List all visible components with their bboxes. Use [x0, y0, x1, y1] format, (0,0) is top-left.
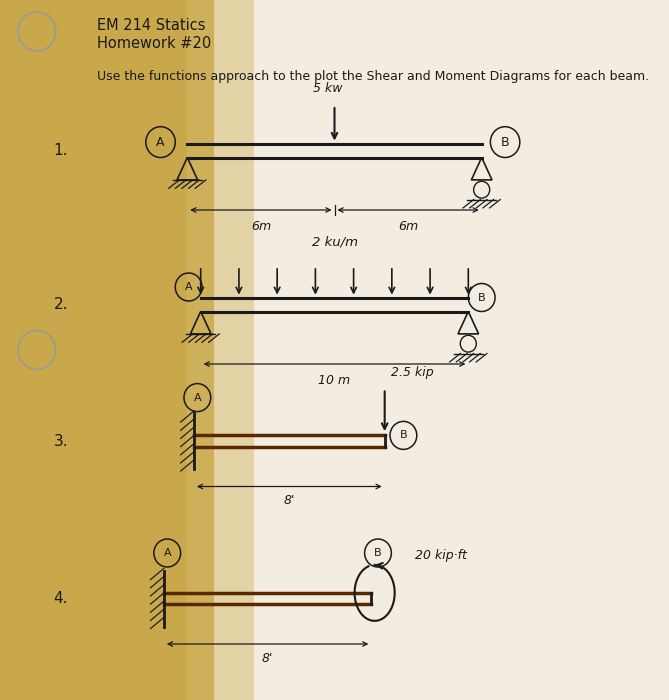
- Text: 6m: 6m: [251, 220, 271, 232]
- Text: B: B: [501, 136, 509, 148]
- Text: B: B: [399, 430, 407, 440]
- Text: 3.: 3.: [54, 433, 68, 449]
- Text: Homework #20: Homework #20: [97, 36, 211, 51]
- Text: 2.5 kip: 2.5 kip: [391, 366, 434, 379]
- Text: EM 214 Statics: EM 214 Statics: [97, 18, 205, 32]
- Text: 8': 8': [262, 652, 274, 664]
- Text: 4.: 4.: [54, 591, 68, 606]
- Text: 8': 8': [284, 494, 295, 507]
- Text: 1.: 1.: [54, 143, 68, 158]
- Text: A: A: [193, 393, 201, 402]
- Text: A: A: [185, 282, 193, 292]
- Text: 20 kip·ft: 20 kip·ft: [415, 549, 467, 561]
- Text: B: B: [478, 293, 486, 302]
- Text: 2.: 2.: [54, 297, 68, 312]
- Text: 6m: 6m: [398, 220, 418, 232]
- Text: 2 ku/m: 2 ku/m: [312, 235, 357, 248]
- Text: 10 m: 10 m: [318, 374, 351, 386]
- Text: Use the functions approach to the plot the Shear and Moment Diagrams for each be: Use the functions approach to the plot t…: [97, 70, 649, 83]
- Text: A: A: [163, 548, 171, 558]
- Bar: [0, 0, 214, 700]
- Text: A: A: [157, 136, 165, 148]
- Text: B: B: [374, 548, 382, 558]
- Bar: [187, 0, 254, 700]
- Text: 5 kw: 5 kw: [313, 81, 343, 94]
